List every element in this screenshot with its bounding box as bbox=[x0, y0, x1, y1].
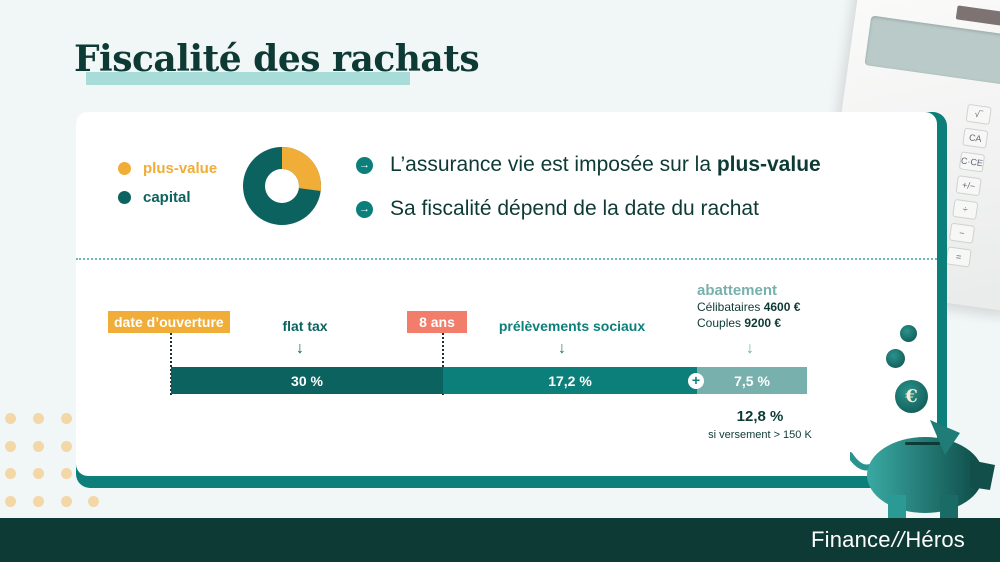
calculator-key: +/− bbox=[955, 175, 982, 197]
chart-legend: plus-value capital bbox=[118, 160, 217, 218]
legend-label: capital bbox=[143, 189, 191, 206]
legend-item-plus-value: plus-value bbox=[118, 160, 217, 177]
calculator-screen bbox=[864, 15, 1000, 86]
arrow-down-icon: ↓ bbox=[746, 340, 754, 357]
legend-label: plus-value bbox=[143, 160, 218, 177]
abattement-celibataires: Célibataires 4600 € bbox=[697, 300, 801, 314]
dotted-divider bbox=[76, 258, 937, 260]
calculator-key: ÷ bbox=[952, 198, 979, 221]
calculator-key: C·CE bbox=[958, 151, 986, 173]
calculator-key: √‾ bbox=[965, 103, 992, 125]
label-prelevements-sociaux: prélèvements sociaux bbox=[498, 318, 646, 334]
bullet-item: → L’assurance vie est imposée sur la plu… bbox=[356, 150, 821, 180]
note-condition: si versement > 150 K bbox=[708, 429, 812, 441]
page-title: Fiscalité des rachats bbox=[74, 38, 480, 80]
calculator-key: − bbox=[948, 222, 976, 244]
arrow-down-icon: ↓ bbox=[558, 340, 566, 357]
legend-dot-icon bbox=[118, 191, 131, 204]
calculator-key: CA bbox=[962, 127, 989, 149]
abattement-couples: Couples 9200 € bbox=[697, 316, 782, 330]
footer-bar: Finance//Héros bbox=[0, 518, 1000, 562]
bullet-item: → Sa fiscalité dépend de la date du rach… bbox=[356, 194, 821, 224]
legend-item-capital: capital bbox=[118, 189, 217, 206]
piggy-bank-icon bbox=[850, 420, 995, 520]
tag-8-ans: 8 ans bbox=[407, 311, 467, 333]
high-versement-note: 12,8 % si versement > 150 K bbox=[700, 408, 820, 441]
bullet-text: Sa fiscalité dépend de la date du rachat bbox=[390, 197, 759, 220]
bar-flat-tax: 30 % bbox=[171, 367, 443, 394]
plus-icon: + bbox=[688, 373, 704, 389]
marker-line-8-ans bbox=[442, 333, 444, 395]
note-rate: 12,8 % bbox=[736, 408, 784, 425]
calculator-key: = bbox=[945, 246, 972, 268]
euro-coin-icon: € bbox=[895, 380, 928, 413]
donut-chart bbox=[243, 147, 321, 225]
content-card bbox=[76, 112, 937, 476]
arrow-down-icon: ↓ bbox=[296, 340, 304, 357]
coin-icon bbox=[886, 349, 905, 368]
title-block: Fiscalité des rachats bbox=[74, 38, 480, 85]
arrow-right-circle-icon: → bbox=[356, 200, 373, 218]
brand-logo: Finance//Héros bbox=[811, 527, 965, 552]
title-highlight bbox=[86, 72, 410, 85]
donut-slice-plus-value bbox=[243, 147, 321, 225]
bar-prelevements-sociaux: 17,2 % bbox=[443, 367, 697, 394]
abattement-title: abattement bbox=[697, 282, 778, 299]
label-flat-tax: flat tax bbox=[282, 318, 328, 334]
abattement-block: abattement Célibataires 4600 € Couples 9… bbox=[697, 282, 800, 331]
legend-dot-icon bbox=[118, 162, 131, 175]
bullet-text: L’assurance vie est imposée sur la plus-… bbox=[390, 153, 821, 176]
coin-icon bbox=[900, 325, 917, 342]
marker-line-ouverture bbox=[170, 333, 172, 395]
tag-date-ouverture: date d’ouverture bbox=[108, 311, 230, 333]
calculator-solar-panel bbox=[955, 5, 1000, 26]
bar-reduced-rate: 7,5 % bbox=[697, 367, 807, 394]
arrow-right-circle-icon: → bbox=[356, 156, 373, 174]
key-points: → L’assurance vie est imposée sur la plu… bbox=[356, 150, 821, 238]
